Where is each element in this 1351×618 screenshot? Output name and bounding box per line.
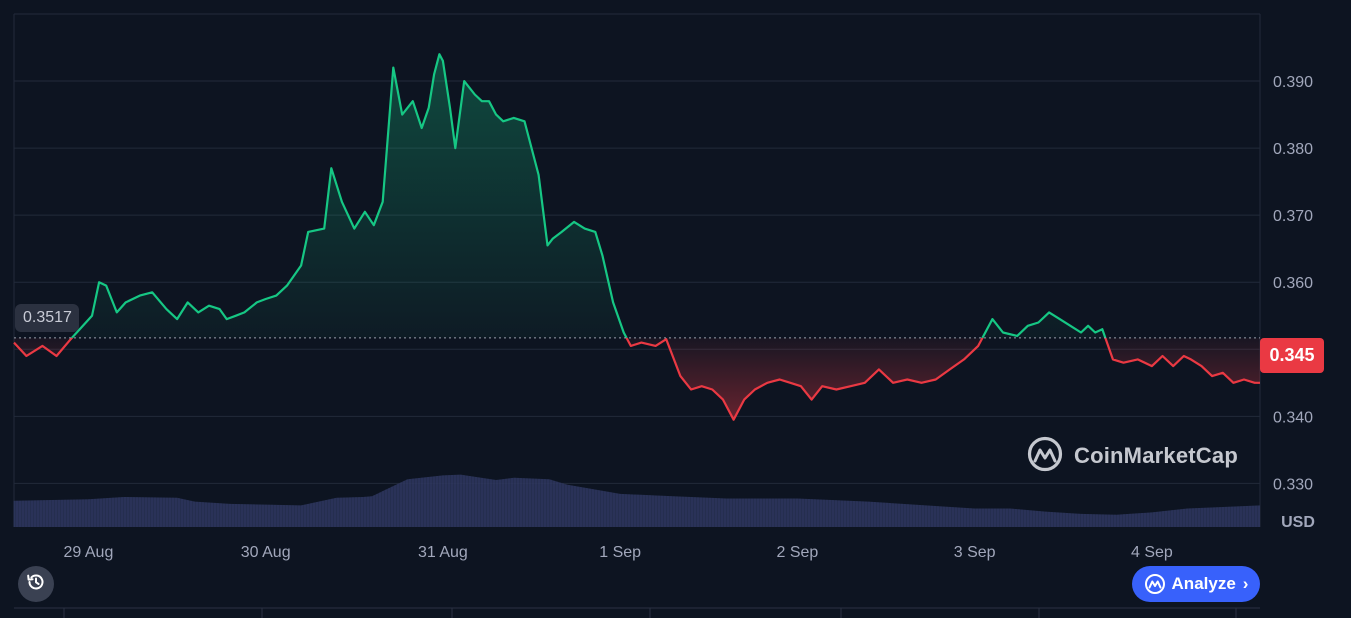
analyze-label: Analyze	[1171, 574, 1236, 593]
y-tick-label: 0.380	[1273, 141, 1313, 158]
price-line-up	[70, 53, 1107, 338]
volume-series	[13, 474, 1260, 527]
x-axis: 29 Aug 30 Aug 31 Aug 1 Sep 2 Sep 3 Sep 4 Sep	[64, 544, 1173, 561]
history-button[interactable]	[18, 566, 54, 602]
last-price-badge: 0.345	[1260, 338, 1324, 373]
price-line	[13, 53, 1260, 421]
reference-price-label: 0.3517	[15, 304, 79, 332]
price-line-down	[13, 337, 1260, 421]
x-tick-label: 4 Sep	[1131, 544, 1173, 561]
analyze-button[interactable]: Analyze ›	[1132, 566, 1260, 602]
x-tick-label: 29 Aug	[64, 544, 114, 561]
y-tick-label: 0.390	[1273, 74, 1313, 91]
price-area-up	[71, 54, 1106, 338]
history-icon	[25, 571, 47, 598]
y-tick-label: 0.370	[1273, 208, 1313, 225]
price-area	[14, 54, 1260, 420]
chevron-right-icon: ›	[1242, 574, 1249, 593]
x-tick-label: 30 Aug	[241, 544, 291, 561]
price-area-down	[14, 337, 1260, 420]
analyze-icon	[1144, 573, 1166, 595]
x-tick-label: 1 Sep	[599, 544, 641, 561]
watermark-text: CoinMarketCap	[1074, 443, 1238, 468]
timeline-ticks	[14, 607, 1260, 618]
unit-label: USD	[1281, 514, 1315, 531]
grid	[13, 13, 1261, 527]
volume-area	[14, 474, 1260, 527]
x-tick-label: 31 Aug	[418, 544, 468, 561]
y-tick-label: 0.360	[1273, 275, 1313, 292]
coinmarketcap-logo-icon	[1026, 435, 1064, 478]
coinmarketcap-watermark: CoinMarketCap	[1026, 436, 1238, 476]
y-tick-label: 0.340	[1273, 409, 1313, 426]
x-tick-label: 2 Sep	[776, 544, 818, 561]
y-tick-label: 0.330	[1273, 476, 1313, 493]
x-tick-label: 3 Sep	[954, 544, 996, 561]
